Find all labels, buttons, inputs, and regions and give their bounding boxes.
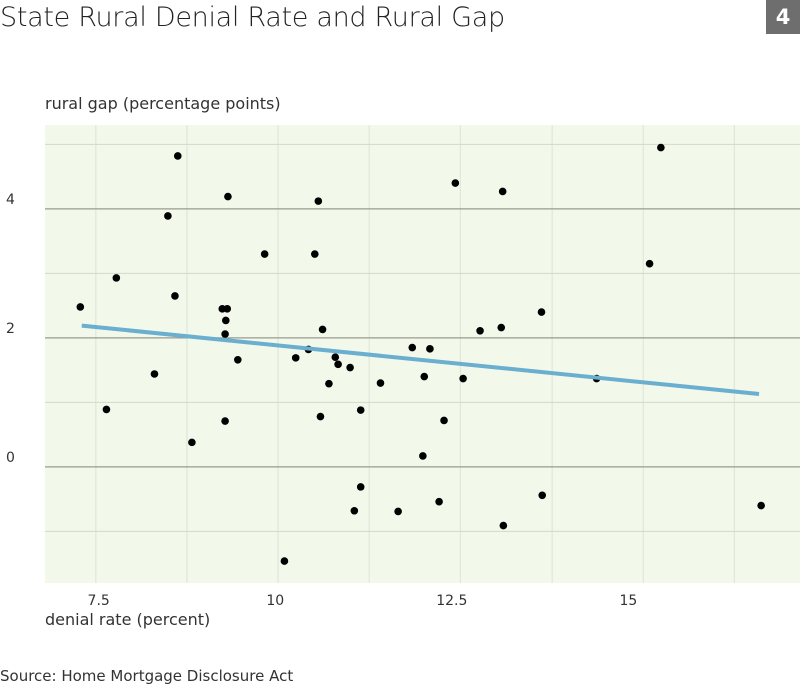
- data-point: [376, 379, 385, 387]
- data-point: [222, 316, 230, 325]
- data-point: [499, 521, 508, 530]
- data-point: [476, 326, 484, 335]
- data-point: [171, 292, 179, 300]
- data-point: [334, 360, 342, 369]
- data-point: [260, 250, 269, 258]
- x-tick-label: 10: [266, 593, 284, 609]
- data-point: [224, 192, 232, 201]
- data-point: [498, 187, 507, 196]
- data-point: [188, 438, 196, 447]
- data-point: [102, 405, 111, 414]
- data-point: [356, 406, 365, 414]
- data-point: [657, 143, 665, 152]
- data-point: [76, 303, 85, 311]
- data-point: [356, 483, 365, 491]
- data-point: [280, 557, 289, 565]
- data-point: [408, 343, 417, 352]
- data-point: [173, 152, 182, 160]
- x-tick-label: 12.5: [436, 593, 467, 609]
- data-point: [318, 325, 327, 334]
- data-point: [435, 497, 443, 506]
- data-point: [310, 250, 319, 258]
- data-point: [234, 356, 242, 364]
- trend-line: [81, 323, 760, 396]
- data-point: [221, 330, 229, 338]
- data-point: [420, 372, 429, 381]
- data-point: [451, 179, 460, 187]
- x-axis-label: denial rate (percent): [45, 610, 211, 629]
- x-tick-label: 7.5: [88, 593, 110, 609]
- data-point: [331, 353, 340, 362]
- data-point: [291, 354, 300, 362]
- data-point: [316, 412, 325, 421]
- chart-title: State Rural Denial Rate and Rural Gap: [0, 2, 505, 33]
- data-point: [221, 417, 229, 425]
- data-point: [538, 491, 547, 500]
- data-point: [419, 452, 427, 460]
- y-axis-label: rural gap (percentage points): [45, 94, 281, 113]
- y-tick-label: 0: [6, 450, 15, 466]
- data-point: [350, 506, 359, 515]
- data-point: [757, 501, 765, 510]
- data-point: [440, 416, 448, 425]
- data-point: [164, 212, 172, 220]
- data-point: [223, 305, 232, 313]
- data-point: [112, 274, 121, 282]
- figure-number-badge: 4: [766, 0, 800, 34]
- y-tick-label: 4: [6, 192, 15, 208]
- source-note: Source: Home Mortgage Disclosure Act: [0, 667, 294, 685]
- data-point: [346, 363, 354, 372]
- data-point: [426, 345, 434, 353]
- data-point: [645, 259, 654, 268]
- data-point: [459, 374, 467, 383]
- data-point: [150, 370, 159, 378]
- x-tick-label: 15: [619, 593, 637, 609]
- y-tick-label: 2: [6, 321, 15, 337]
- data-point: [537, 308, 546, 316]
- data-point: [394, 507, 402, 516]
- data-point: [497, 323, 506, 332]
- data-point: [314, 197, 323, 205]
- plot-background: [45, 125, 800, 583]
- data-point: [325, 379, 333, 388]
